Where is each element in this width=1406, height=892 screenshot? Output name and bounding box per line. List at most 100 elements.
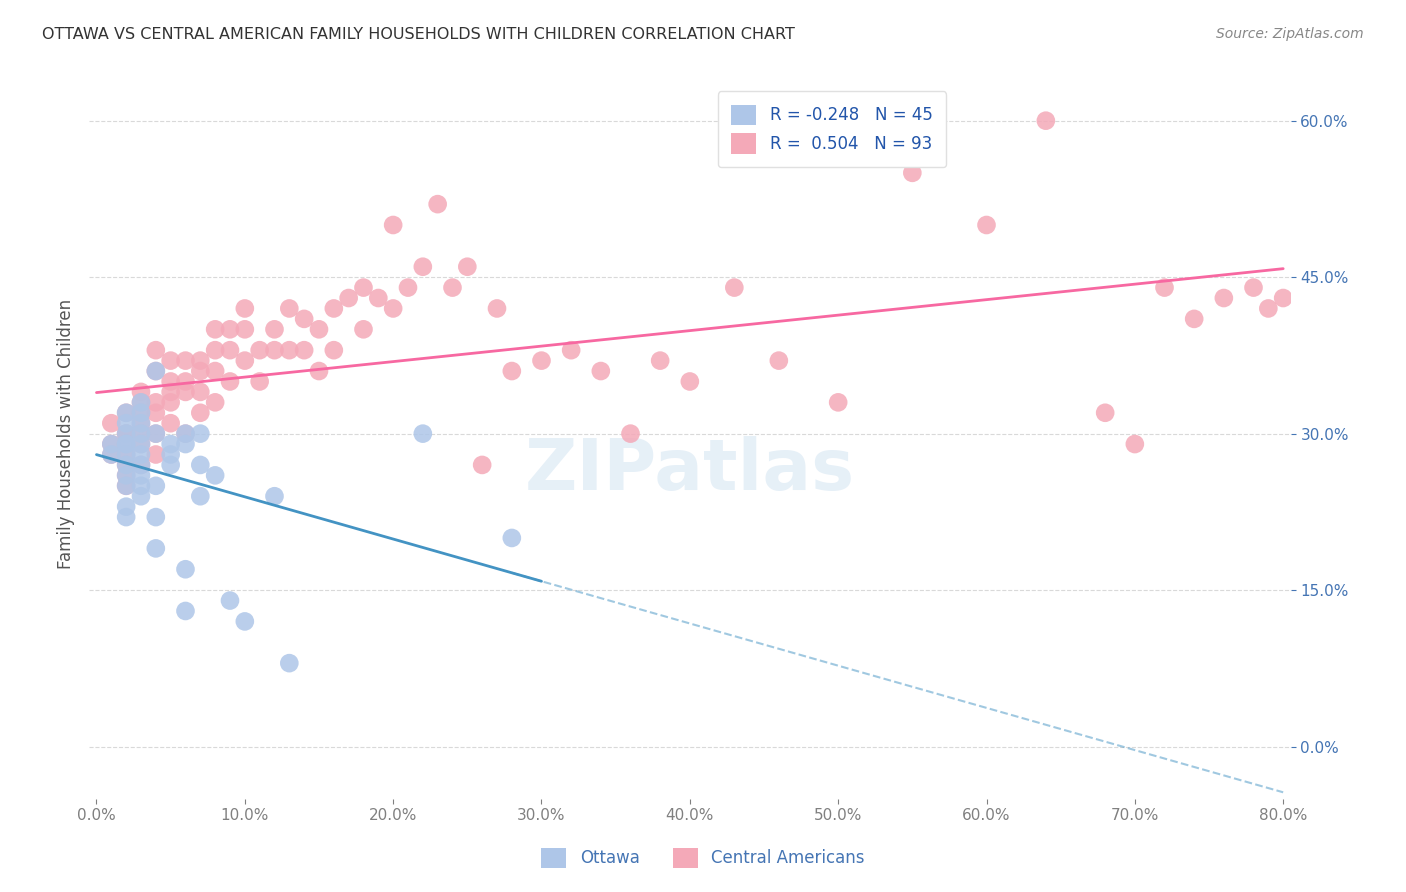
Text: Source: ZipAtlas.com: Source: ZipAtlas.com — [1216, 27, 1364, 41]
Point — [115, 500, 138, 514]
Point — [115, 406, 138, 420]
Point — [145, 479, 167, 493]
Point — [901, 166, 924, 180]
Point — [115, 426, 138, 441]
Point — [129, 416, 152, 430]
Point — [204, 343, 226, 358]
Point — [292, 343, 315, 358]
Point — [263, 322, 285, 336]
Point — [501, 364, 523, 378]
Point — [100, 448, 122, 462]
Point — [159, 458, 181, 472]
Point — [204, 395, 226, 409]
Point — [129, 458, 152, 472]
Point — [353, 322, 375, 336]
Point — [1153, 280, 1175, 294]
Point — [530, 353, 553, 368]
Point — [219, 343, 242, 358]
Point — [159, 353, 181, 368]
Point — [233, 353, 256, 368]
Point — [396, 280, 419, 294]
Point — [188, 406, 211, 420]
Point — [337, 291, 360, 305]
Point — [723, 280, 745, 294]
Point — [129, 437, 152, 451]
Point — [174, 375, 197, 389]
Point — [441, 280, 464, 294]
Point — [115, 426, 138, 441]
Point — [249, 375, 271, 389]
Point — [1123, 437, 1146, 451]
Point — [174, 426, 197, 441]
Point — [322, 301, 344, 316]
Point — [1243, 280, 1265, 294]
Legend: Ottawa, Central Americans: Ottawa, Central Americans — [534, 841, 872, 875]
Point — [263, 489, 285, 503]
Point — [115, 437, 138, 451]
Point — [976, 218, 998, 232]
Point — [145, 395, 167, 409]
Point — [129, 395, 152, 409]
Text: ZIPatlas: ZIPatlas — [524, 435, 855, 505]
Point — [145, 406, 167, 420]
Point — [115, 448, 138, 462]
Point — [115, 458, 138, 472]
Point — [412, 426, 434, 441]
Point — [650, 353, 672, 368]
Point — [129, 395, 152, 409]
Point — [129, 437, 152, 451]
Point — [412, 260, 434, 274]
Point — [159, 375, 181, 389]
Point — [145, 343, 167, 358]
Point — [263, 343, 285, 358]
Point — [115, 406, 138, 420]
Point — [1272, 291, 1295, 305]
Point — [219, 375, 242, 389]
Point — [679, 375, 702, 389]
Point — [188, 458, 211, 472]
Point — [174, 604, 197, 618]
Point — [204, 468, 226, 483]
Point — [129, 416, 152, 430]
Point — [145, 426, 167, 441]
Point — [174, 562, 197, 576]
Point — [1257, 301, 1279, 316]
Point — [501, 531, 523, 545]
Point — [1182, 311, 1205, 326]
Point — [471, 458, 494, 472]
Point — [367, 291, 389, 305]
Point — [115, 468, 138, 483]
Point — [382, 301, 405, 316]
Point — [174, 437, 197, 451]
Point — [145, 364, 167, 378]
Point — [219, 322, 242, 336]
Point — [219, 593, 242, 607]
Point — [589, 364, 612, 378]
Point — [115, 426, 138, 441]
Point — [115, 437, 138, 451]
Point — [129, 384, 152, 399]
Point — [159, 448, 181, 462]
Point — [292, 311, 315, 326]
Point — [115, 448, 138, 462]
Point — [100, 437, 122, 451]
Point — [204, 322, 226, 336]
Point — [233, 301, 256, 316]
Point — [619, 426, 641, 441]
Point — [100, 416, 122, 430]
Point — [1212, 291, 1234, 305]
Point — [129, 406, 152, 420]
Point — [159, 384, 181, 399]
Point — [115, 458, 138, 472]
Point — [188, 489, 211, 503]
Point — [249, 343, 271, 358]
Point — [233, 322, 256, 336]
Point — [100, 437, 122, 451]
Point — [278, 301, 301, 316]
Point — [129, 479, 152, 493]
Point — [382, 218, 405, 232]
Point — [456, 260, 478, 274]
Point — [115, 510, 138, 524]
Point — [145, 448, 167, 462]
Point — [115, 416, 138, 430]
